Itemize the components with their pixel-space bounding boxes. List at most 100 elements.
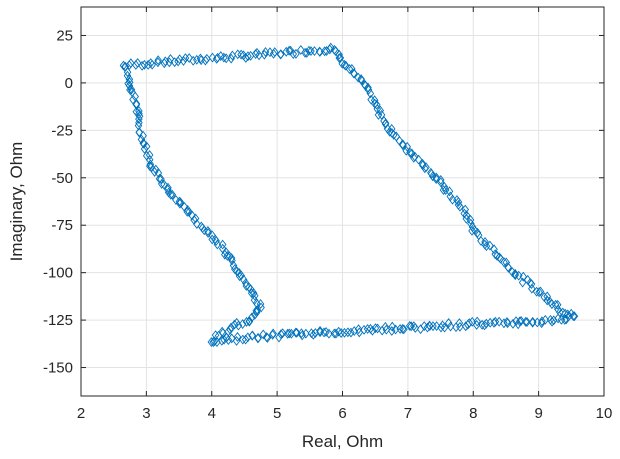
data-point	[389, 129, 398, 140]
data-point	[179, 55, 188, 66]
data-point	[316, 325, 324, 336]
x-axis-ticks: 2 3 4 5 6 7 8 9 10	[77, 7, 612, 422]
data-point	[440, 322, 449, 333]
data-point	[335, 53, 344, 64]
data-point	[242, 278, 250, 289]
data-point	[564, 309, 572, 320]
data-point	[213, 52, 222, 63]
data-point	[366, 88, 375, 99]
data-point	[256, 299, 265, 309]
data-point	[553, 299, 562, 310]
data-point	[208, 234, 216, 245]
data-point	[357, 75, 366, 85]
data-point	[408, 148, 416, 159]
y-tick-label: -50	[51, 170, 73, 187]
data-point	[482, 241, 491, 252]
data-point	[127, 84, 136, 95]
data-point	[183, 205, 192, 215]
data-point	[391, 324, 400, 335]
data-point	[461, 321, 470, 332]
data-point	[154, 167, 163, 178]
data-point	[528, 283, 536, 294]
data-point	[340, 59, 349, 70]
data-point	[276, 49, 285, 60]
data-point	[238, 319, 247, 329]
data-point	[139, 138, 148, 149]
data-point	[536, 286, 545, 297]
data-point	[220, 334, 228, 345]
x-tick-label: 4	[208, 405, 216, 422]
data-point	[407, 321, 415, 332]
data-point	[548, 316, 556, 327]
data-point	[244, 51, 252, 62]
x-tick-label: 5	[273, 405, 281, 422]
data-point	[307, 328, 316, 339]
data-point	[140, 144, 149, 154]
data-point	[227, 253, 236, 263]
data-point	[406, 147, 414, 158]
data-point	[490, 244, 498, 255]
data-point	[374, 109, 383, 120]
x-tick-label: 6	[338, 405, 346, 422]
data-point	[338, 58, 347, 69]
data-point	[444, 318, 453, 328]
data-point	[478, 319, 486, 330]
data-point	[237, 270, 245, 281]
data-point	[129, 94, 137, 105]
data-point	[180, 202, 189, 212]
data-point	[402, 145, 411, 156]
data-point	[164, 187, 173, 198]
y-tick-label: 0	[65, 75, 73, 92]
data-point	[175, 54, 184, 65]
data-point	[289, 49, 298, 59]
data-point	[399, 140, 407, 151]
data-point	[168, 189, 177, 200]
data-point	[561, 315, 569, 325]
data-point	[239, 334, 247, 345]
data-point	[235, 268, 243, 278]
data-point	[119, 60, 128, 71]
data-point	[332, 46, 340, 57]
data-point	[332, 328, 340, 339]
data-point	[218, 243, 227, 254]
data-point	[519, 271, 528, 282]
data-point	[436, 177, 445, 188]
data-point	[504, 262, 513, 273]
data-point	[242, 316, 251, 327]
data-point	[207, 337, 216, 347]
data-point	[464, 319, 472, 330]
data-point	[245, 315, 254, 326]
data-point	[432, 321, 441, 332]
data-point	[532, 286, 541, 297]
data-point	[416, 324, 425, 335]
data-point	[347, 327, 355, 338]
data-point	[292, 327, 301, 338]
data-point	[500, 257, 508, 268]
data-point	[269, 328, 277, 339]
data-point	[557, 314, 566, 325]
data-point	[546, 314, 555, 325]
data-point	[218, 335, 226, 346]
data-point	[486, 240, 494, 251]
data-point	[477, 235, 485, 246]
data-point	[248, 330, 256, 341]
data-point	[201, 55, 210, 66]
data-point	[370, 95, 379, 106]
data-point	[231, 264, 239, 275]
data-point	[372, 99, 381, 110]
data-point	[160, 179, 168, 190]
data-point	[233, 331, 242, 342]
y-tick-label: -25	[51, 122, 73, 139]
data-point	[125, 74, 134, 85]
data-point	[135, 117, 143, 128]
data-point	[493, 250, 501, 261]
data-point	[247, 312, 256, 323]
data-point	[185, 207, 193, 217]
data-point	[454, 197, 463, 207]
data-point	[155, 173, 164, 184]
data-point	[181, 53, 190, 64]
data-point	[150, 166, 159, 177]
data-point	[170, 57, 179, 68]
data-point	[440, 181, 449, 192]
